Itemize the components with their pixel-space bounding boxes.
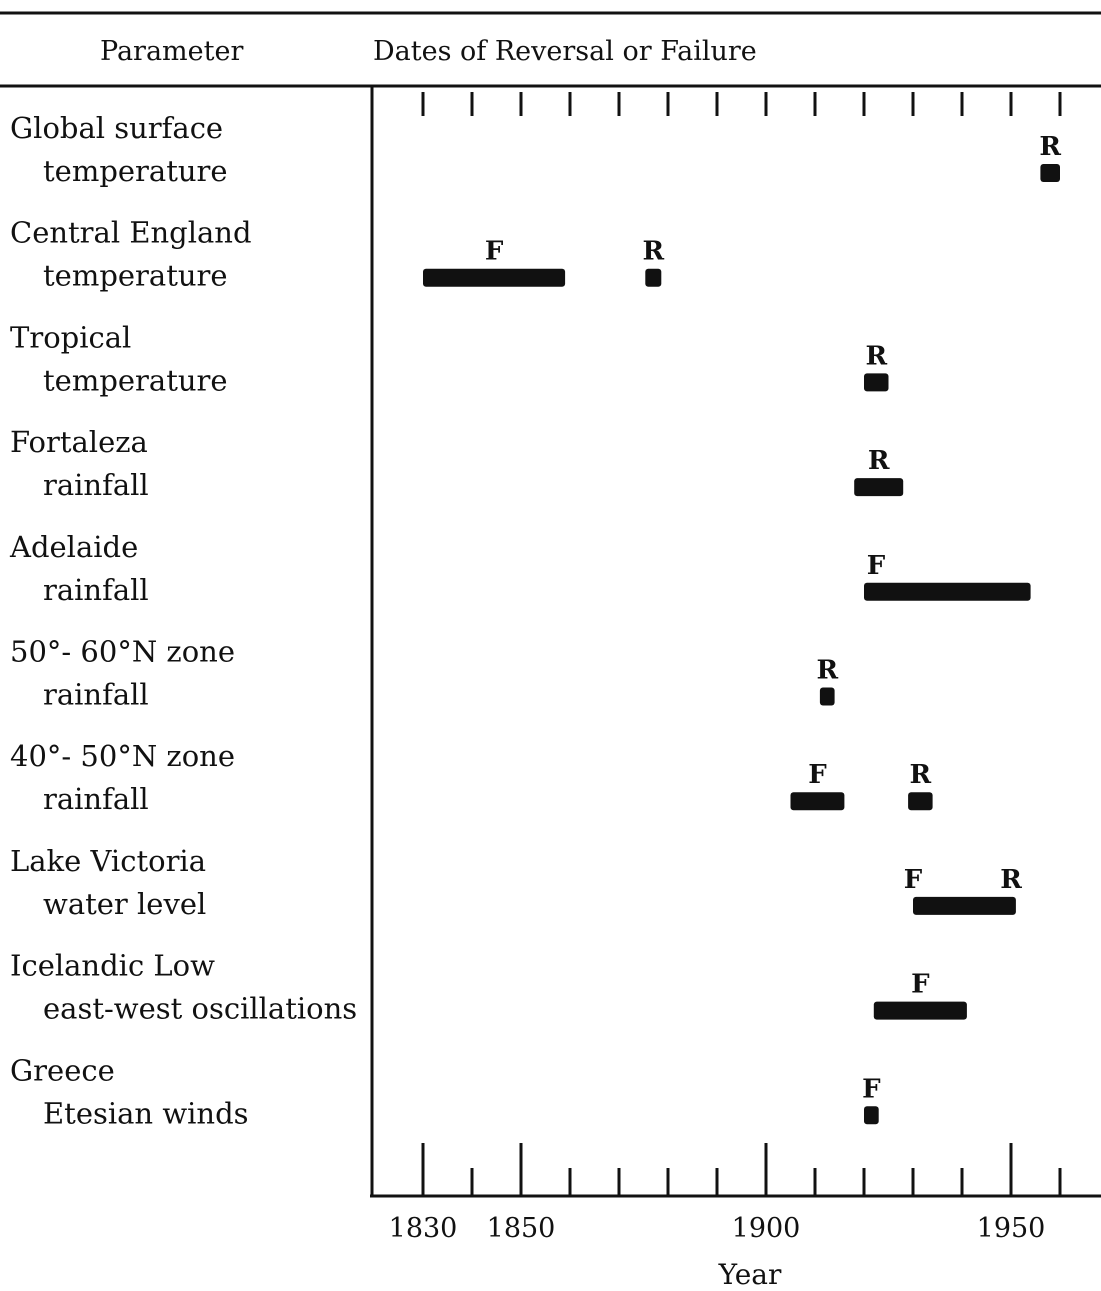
row-label-5-line1: 50°- 60°N zone xyxy=(10,635,235,669)
row-label-6-line1: 40°- 50°N zone xyxy=(10,739,235,773)
x-tick-labels: 1830 1850 1900 1950 xyxy=(389,1213,1046,1244)
row-label-9-line1: Greece xyxy=(10,1053,115,1087)
x-tick-label-1950: 1950 xyxy=(977,1213,1046,1244)
event-label-row4-0: F xyxy=(867,551,886,581)
top-ticks xyxy=(421,92,1062,116)
header-dates: Dates of Reversal or Failure xyxy=(373,36,757,67)
bottom-ticks xyxy=(421,1143,1062,1196)
row-label-8-line2: east-west oscillations xyxy=(43,992,357,1026)
x-tick-label-1850: 1850 xyxy=(487,1213,556,1244)
row-label-5-line2: rainfall xyxy=(43,678,149,712)
event-bar-row7-span xyxy=(913,896,1016,915)
event-bar-row8-0 xyxy=(873,1001,967,1020)
row-label-1-line2: temperature xyxy=(43,259,228,293)
event-label-row7-1: R xyxy=(1000,865,1022,895)
row-label-2-line1: Tropical xyxy=(10,320,131,354)
row-label-3-line1: Fortaleza xyxy=(10,425,148,459)
event-bar-row4-0 xyxy=(864,582,1031,601)
event-label-row7-0: F xyxy=(904,865,923,895)
row-label-3-line2: rainfall xyxy=(43,468,149,502)
event-label-row1-1: R xyxy=(642,237,664,267)
row-label-0-line1: Global surface xyxy=(10,111,223,145)
row-label-0-line2: temperature xyxy=(43,154,228,188)
event-bars: R F R R R F R F R F R F F xyxy=(423,132,1061,1125)
event-bar-row1-0 xyxy=(423,268,566,287)
event-bar-row6-0 xyxy=(790,792,845,811)
event-label-row0-0: R xyxy=(1039,132,1061,162)
row-label-1-line1: Central England xyxy=(10,216,252,250)
event-label-row2-0: R xyxy=(865,341,887,371)
row-label-7-line1: Lake Victoria xyxy=(10,844,206,878)
row-label-6-line2: rainfall xyxy=(43,782,149,816)
x-tick-label-1830: 1830 xyxy=(389,1213,458,1244)
event-label-row1-0: F xyxy=(485,237,504,267)
row-label-8-line1: Icelandic Low xyxy=(10,949,215,983)
x-tick-label-1900: 1900 xyxy=(732,1213,801,1244)
row-label-4-line2: rainfall xyxy=(43,573,149,607)
event-bar-row5-0 xyxy=(819,687,835,706)
x-axis-title: Year xyxy=(718,1258,782,1291)
event-label-row3-0: R xyxy=(868,446,890,476)
event-bar-row2-0 xyxy=(864,373,889,392)
row-label-9-line2: Etesian winds xyxy=(43,1096,249,1130)
row-label-7-line2: water level xyxy=(43,887,206,921)
header-parameter: Parameter xyxy=(100,36,243,67)
event-bar-row0-0 xyxy=(1040,164,1060,182)
row-label-4-line1: Adelaide xyxy=(9,530,138,564)
event-label-row8-0: F xyxy=(911,970,930,1000)
event-label-row5-0: R xyxy=(816,656,838,686)
event-bar-row1-1 xyxy=(645,268,662,287)
event-bar-row3-0 xyxy=(854,478,904,497)
row-labels: Global surface temperature Central England… xyxy=(9,111,357,1130)
event-label-row6-1: R xyxy=(910,760,932,790)
event-bar-row6-1 xyxy=(908,792,933,811)
event-label-row6-0: F xyxy=(808,760,827,790)
row-label-2-line2: temperature xyxy=(43,363,228,397)
event-bar-row9-0 xyxy=(864,1106,879,1125)
event-label-row9-0: F xyxy=(862,1074,881,1104)
